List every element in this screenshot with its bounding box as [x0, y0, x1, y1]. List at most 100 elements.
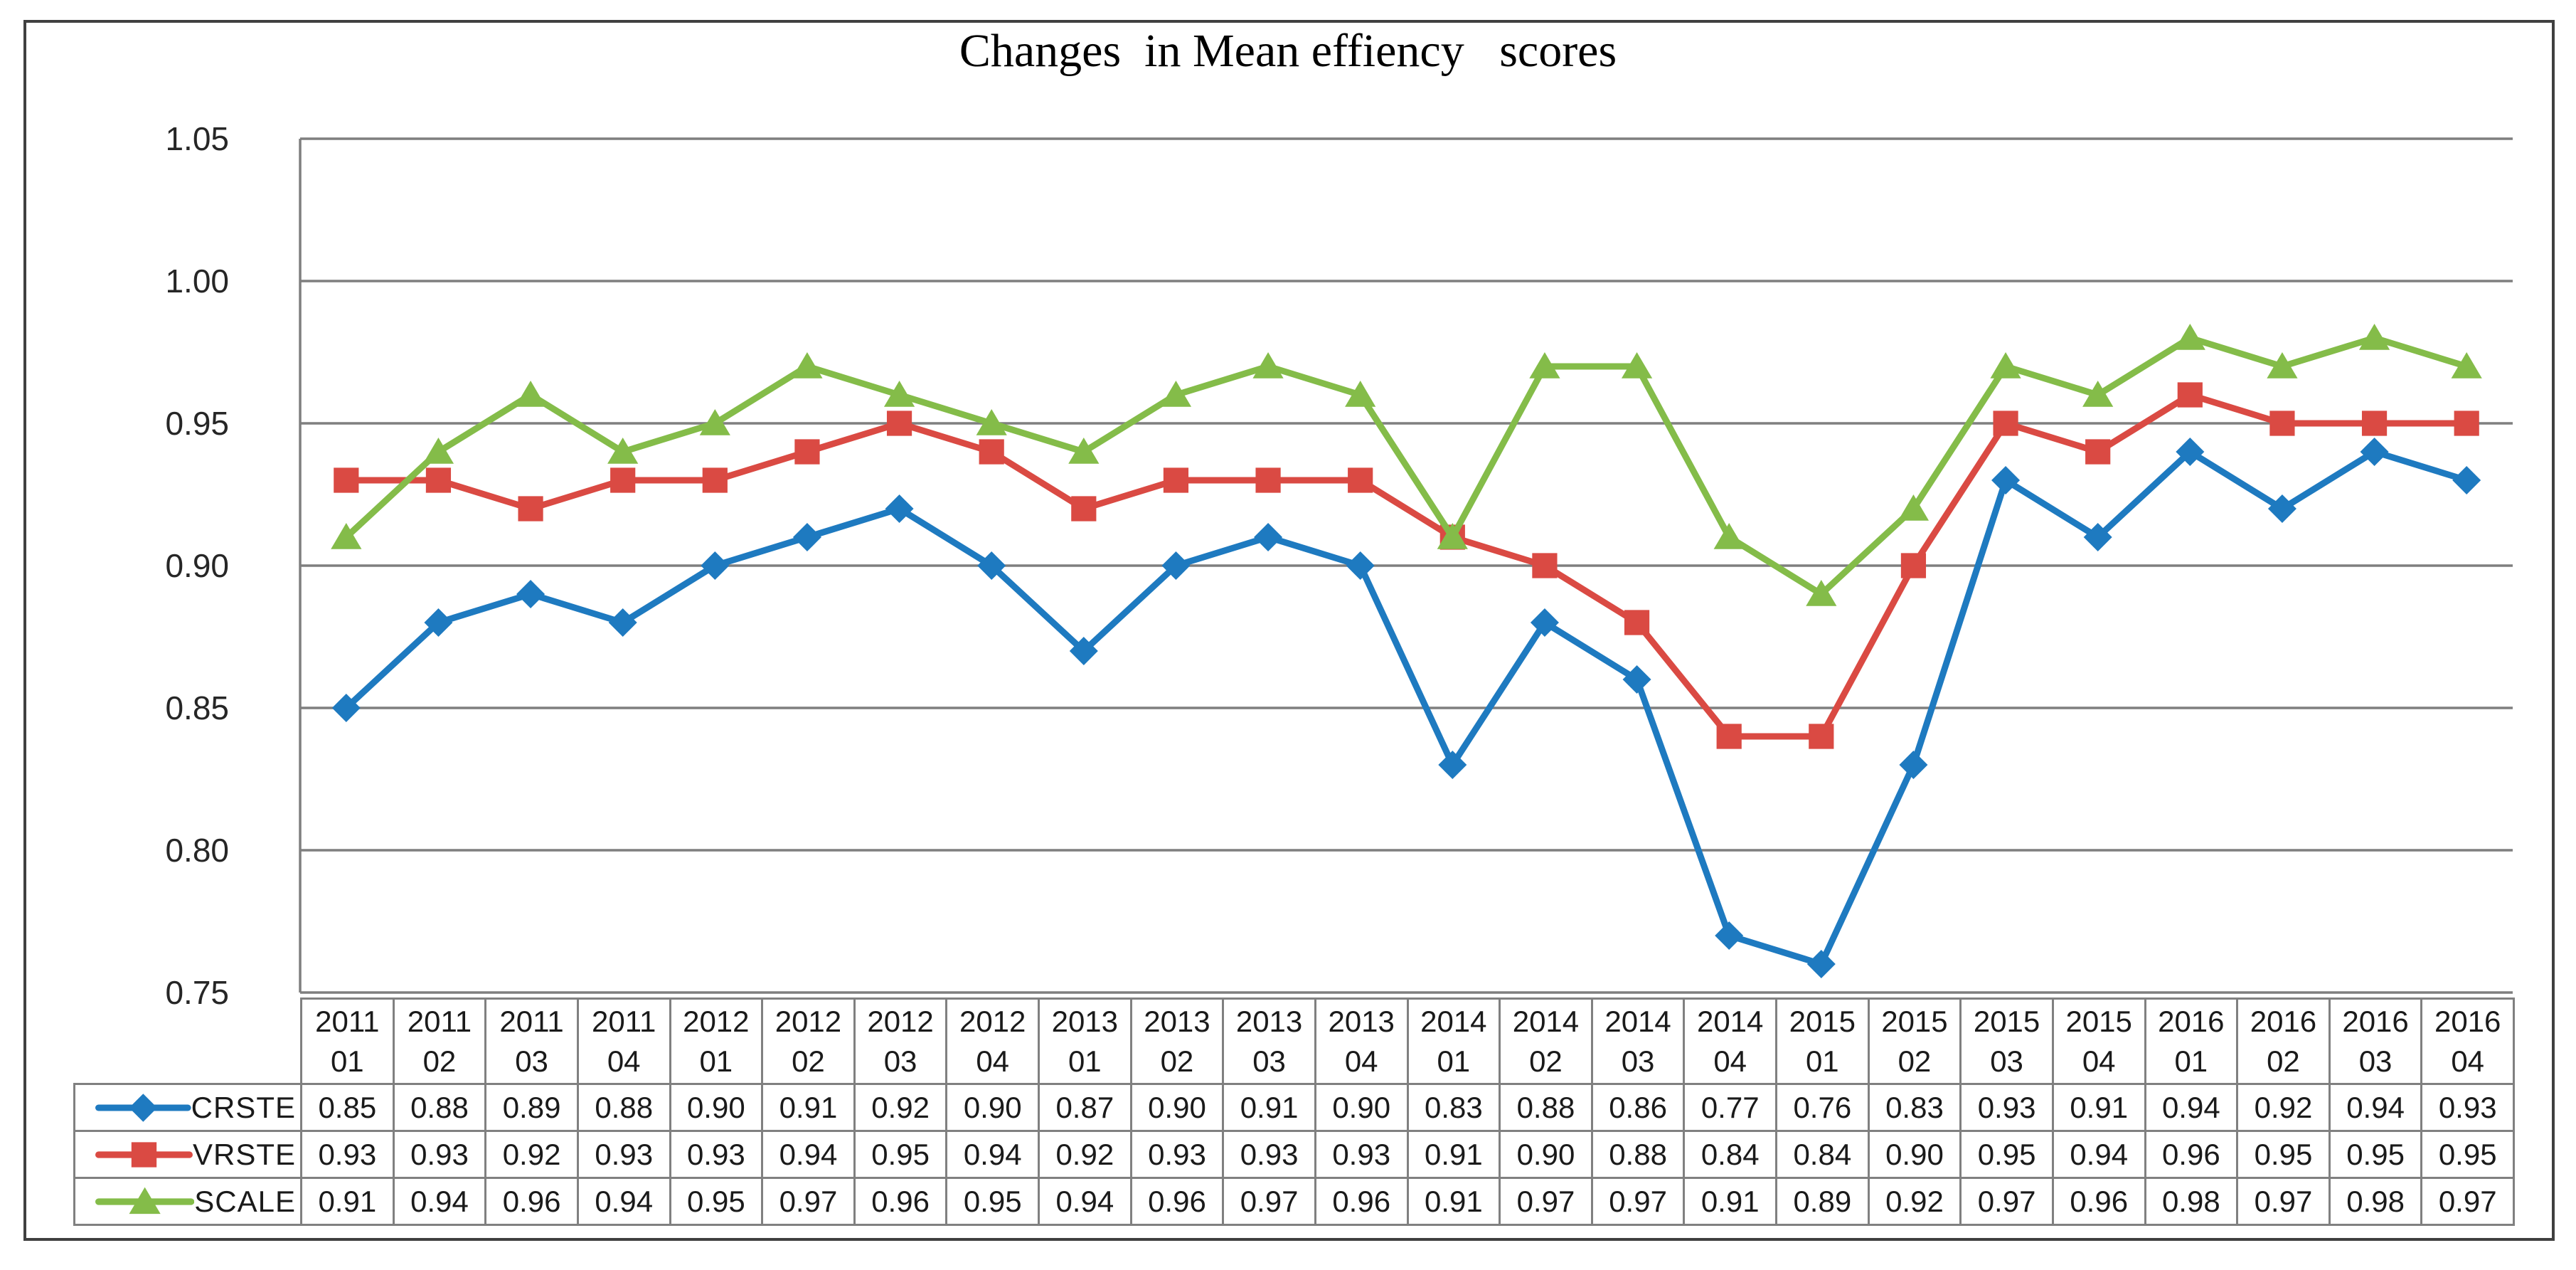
series-value-cell: 0.95 — [2236, 1130, 2331, 1179]
series-value-cell: 0.95 — [1959, 1130, 2054, 1179]
series-value-cell: 0.96 — [2144, 1130, 2239, 1179]
vrste-square-marker — [334, 467, 359, 493]
series-value-cell: 0.88 — [392, 1083, 487, 1132]
column-header-year: 2016 — [2250, 1005, 2317, 1039]
column-header-quarter: 04 — [607, 1044, 641, 1078]
column-header-quarter: 01 — [330, 1044, 364, 1078]
vrste-square-marker — [1163, 467, 1189, 493]
series-value-cell: 0.90 — [1499, 1130, 1593, 1179]
scale-triangle-marker — [792, 352, 823, 379]
vrste-square-marker — [1255, 467, 1281, 493]
column-header: 2013 03 — [1222, 998, 1316, 1085]
series-value-cell: 0.91 — [761, 1083, 856, 1132]
column-header: 2014 02 — [1499, 998, 1593, 1085]
vrste-square-marker — [1809, 724, 1834, 749]
column-header-quarter: 02 — [792, 1044, 825, 1078]
column-header-year: 2014 — [1420, 1005, 1487, 1039]
column-header: 2011 01 — [300, 998, 395, 1085]
series-value-cell: 0.84 — [1775, 1130, 1870, 1179]
column-header: 2014 01 — [1406, 998, 1501, 1085]
vrste-square-marker — [1993, 411, 2018, 436]
series-value-cell: 0.92 — [1867, 1177, 1962, 1226]
column-header-quarter: 01 — [2174, 1044, 2208, 1078]
column-header-quarter: 03 — [1990, 1044, 2023, 1078]
column-header: 2013 01 — [1038, 998, 1132, 1085]
series-value-cell: 0.95 — [2420, 1130, 2515, 1179]
crste-diamond-marker — [1346, 551, 1375, 580]
series-value-cell: 0.88 — [576, 1083, 671, 1132]
series-value-cell: 0.93 — [1959, 1083, 2054, 1132]
column-header-year: 2015 — [1789, 1005, 1856, 1039]
series-value-cell: 0.94 — [2144, 1083, 2239, 1132]
y-axis-tick-label: 0.80 — [165, 832, 229, 869]
column-header: 2015 03 — [1959, 998, 2054, 1085]
column-header: 2016 04 — [2420, 998, 2515, 1085]
series-value-cell: 0.93 — [576, 1130, 671, 1179]
legend-key: VRSTE — [77, 1136, 299, 1174]
series-value-cell: 0.87 — [1038, 1083, 1132, 1132]
series-value-cell: 0.95 — [853, 1130, 948, 1179]
legend-series-label: SCALE — [194, 1184, 296, 1218]
column-header-year: 2012 — [867, 1005, 934, 1039]
vrste-square-marker — [1624, 610, 1650, 635]
scale-triangle-marker — [1713, 523, 1745, 549]
series-value-cell: 0.96 — [484, 1177, 579, 1226]
series-line-scale — [343, 334, 2470, 598]
series-value-cell: 0.93 — [1222, 1130, 1316, 1179]
column-header-year: 2012 — [683, 1005, 750, 1039]
crste-diamond-marker — [331, 694, 361, 722]
series-value-cell: 0.94 — [1038, 1177, 1132, 1226]
legend-corner-spacer — [75, 999, 302, 1084]
column-header: 2015 02 — [1867, 998, 1962, 1085]
chart-title: Changes in Mean effiency scores — [959, 25, 1617, 77]
series-value-cell: 0.77 — [1683, 1083, 1777, 1132]
series-value-cell: 0.93 — [1314, 1130, 1409, 1179]
column-header-year: 2013 — [1051, 1005, 1119, 1039]
series-row-vrste: VRSTE 0.93 0.93 0.92 0.93 0.93 0.94 0.95 0.94 0.9… — [73, 1130, 2515, 1179]
category-header-row: 2011 01 2011 02 2011 03 2011 04 2012 01 2012 02 2012… — [75, 998, 2515, 1085]
series-value-cell: 0.92 — [1038, 1130, 1132, 1179]
column-header: 2012 03 — [853, 998, 948, 1085]
series-value-cell: 0.83 — [1406, 1083, 1501, 1132]
column-header-quarter: 04 — [2451, 1044, 2485, 1078]
series-value-cell: 0.90 — [1867, 1130, 1962, 1179]
scale-triangle-marker — [1621, 352, 1653, 379]
scale-triangle-marker — [2082, 381, 2114, 407]
series-value-cell: 0.85 — [300, 1083, 395, 1132]
column-header-year: 2013 — [1235, 1005, 1303, 1039]
column-header: 2016 03 — [2328, 998, 2423, 1085]
scale-triangle-marker — [2267, 352, 2298, 379]
vrste-square-marker — [979, 439, 1004, 465]
legend-diamond-swatch-icon — [95, 1093, 191, 1122]
series-value-cell: 0.84 — [1683, 1130, 1777, 1179]
series-value-cell: 0.90 — [1129, 1083, 1225, 1132]
scale-triangle-marker — [1345, 381, 1376, 407]
crste-diamond-marker — [2360, 438, 2389, 466]
vrste-square-marker — [2361, 411, 2388, 436]
vrste-square-marker — [1900, 553, 1927, 578]
crste-diamond-marker — [1530, 608, 1559, 637]
crste-diamond-marker — [1622, 665, 1651, 694]
legend-series-label: CRSTE — [191, 1090, 296, 1124]
series-value-cell: 0.94 — [2051, 1130, 2146, 1179]
crste-diamond-marker — [885, 494, 914, 523]
crste-diamond-marker — [1069, 637, 1098, 665]
series-line-vrste — [343, 391, 2470, 740]
scale-triangle-marker — [1068, 438, 1100, 464]
vrste-square-marker — [518, 496, 543, 522]
vrste-square-marker — [2177, 382, 2203, 408]
legend-key-crste: CRSTE — [73, 1083, 302, 1132]
column-header: 2016 01 — [2144, 998, 2239, 1085]
legend-series-label: VRSTE — [192, 1137, 296, 1171]
series-value-cell: 0.96 — [2051, 1177, 2146, 1226]
series-value-cell: 0.90 — [669, 1083, 764, 1132]
legend-triangle-swatch-icon — [95, 1187, 195, 1214]
series-value-cell: 0.97 — [2420, 1177, 2515, 1226]
column-header-quarter: 04 — [976, 1044, 1010, 1078]
column-header-quarter: 04 — [1713, 1044, 1747, 1078]
crste-diamond-marker — [1715, 921, 1744, 950]
series-value-cell: 0.94 — [945, 1130, 1040, 1179]
column-header: 2011 02 — [392, 998, 487, 1085]
crste-diamond-marker — [608, 608, 637, 637]
